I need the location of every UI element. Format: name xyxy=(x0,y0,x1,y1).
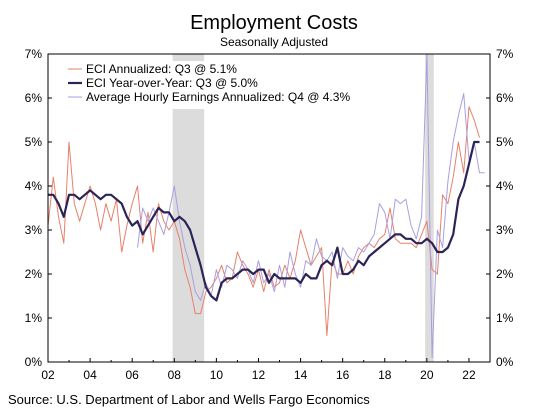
series-line-eci-annualized xyxy=(47,106,480,337)
y-tick-label-right: 2% xyxy=(496,267,514,281)
y-tick-label-right: 5% xyxy=(496,135,514,149)
y-tick-label-left: 3% xyxy=(25,223,43,237)
x-tick-label: 04 xyxy=(83,368,97,382)
y-tick-label-left: 0% xyxy=(25,355,43,369)
legend-label-eci-yoy: ECI Year-over-Year: Q3 @ 5.0% xyxy=(86,76,258,90)
y-tick-label-left: 5% xyxy=(25,135,43,149)
legend-label-eci-annualized: ECI Annualized: Q3 @ 5.1% xyxy=(86,62,237,76)
source-note: Source: U.S. Department of Labor and Wel… xyxy=(8,392,370,407)
series-line-eci-yoy xyxy=(48,140,480,302)
legend: ECI Annualized: Q3 @ 5.1%ECI Year-over-Y… xyxy=(62,61,372,109)
x-tick-label: 10 xyxy=(210,368,224,382)
y-tick-label-left: 4% xyxy=(25,179,43,193)
x-tick-label: 22 xyxy=(462,368,476,382)
x-tick-label: 18 xyxy=(378,368,392,382)
chart-subtitle: Seasonally Adjusted xyxy=(220,35,328,49)
plot-frame xyxy=(47,53,491,363)
x-tick-label: 16 xyxy=(336,368,350,382)
x-tick-label: 12 xyxy=(252,368,266,382)
y-tick-label-right: 1% xyxy=(496,311,514,325)
y-tick-label-left: 1% xyxy=(25,311,43,325)
x-tick-label: 20 xyxy=(420,368,434,382)
y-tick-label-left: 2% xyxy=(25,267,43,281)
chart-title: Employment Costs xyxy=(190,12,358,34)
y-tick-label-right: 0% xyxy=(496,355,514,369)
y-tick-label-right: 6% xyxy=(496,91,514,105)
x-tick-label: 08 xyxy=(168,368,182,382)
legend-label-ahe: Average Hourly Earnings Annualized: Q4 @… xyxy=(86,90,350,104)
y-tick-label-right: 7% xyxy=(496,47,514,61)
x-tick-label: 14 xyxy=(294,368,308,382)
x-tick-label: 06 xyxy=(126,368,140,382)
y-tick-label-left: 7% xyxy=(25,47,43,61)
legend-box xyxy=(62,61,372,109)
axes: 0% 0% 1% 1% 2% 2% 3% 3% 4% 4% 5% 5% 6% 6% 7% 7% 02 04 06 08… xyxy=(25,47,514,382)
y-tick-label-left: 6% xyxy=(25,91,43,105)
y-tick-label-right: 4% xyxy=(496,179,514,193)
x-tick-label: 02 xyxy=(41,368,55,382)
y-tick-label-right: 3% xyxy=(496,223,514,237)
